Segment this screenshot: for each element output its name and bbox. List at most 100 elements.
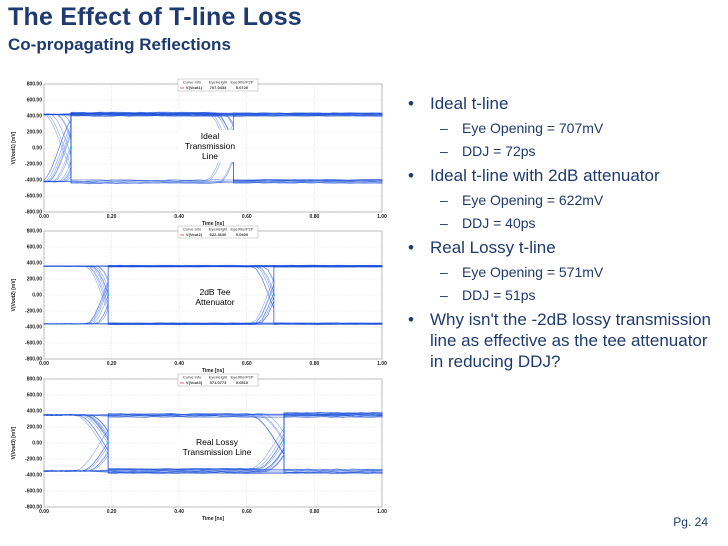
x-tick-label: 0.20 — [107, 214, 117, 220]
legend-header: EyeHeight — [209, 80, 228, 85]
legend-value: 0.0720 — [236, 85, 249, 90]
x-tick-label: 1.00 — [377, 361, 387, 367]
annotation-line: 2dB Tee — [199, 287, 231, 297]
y-tick-label: -600.00 — [25, 489, 42, 495]
legend: Curve Info EyeHeight EyeJitterP2P V(Vout2) 6… — [177, 225, 259, 239]
y-tick-label: 400.00 — [27, 261, 43, 267]
annotation-line: Ideal — [200, 131, 220, 141]
x-tick-label: 0.80 — [310, 361, 320, 367]
legend-header: Curve Info — [183, 80, 202, 85]
bullet-item: Why isn't the -2dB lossy transmission li… — [400, 309, 720, 372]
y-tick-label: 200.00 — [27, 130, 43, 136]
crossing-marker — [282, 441, 286, 445]
y-axis-label: V(Vout3) [mV] — [11, 426, 17, 459]
bullet-item: Ideal t-line — [400, 93, 720, 114]
x-tick-label: 0.00 — [39, 361, 49, 367]
annotation-tee-attenuator: 2dB Tee Attenuator — [190, 286, 240, 308]
bullet-list: Ideal t-line Eye Opening = 707mV DDJ = 7… — [400, 93, 720, 377]
eye-trace — [43, 113, 383, 116]
slide-title: The Effect of T-line Loss — [8, 3, 302, 31]
eye-trace — [43, 266, 383, 325]
eye-diagram-lossy-line: 800.00 600.00 400.00 200.00 0.00 -200.00 -400.… — [10, 373, 392, 523]
annotation-line: Line — [201, 151, 219, 161]
y-tick-label: -800.00 — [25, 505, 42, 511]
legend-header: Curve Info — [183, 375, 202, 380]
eye-trace — [43, 265, 383, 325]
x-tick-label: 0.40 — [174, 509, 184, 515]
y-tick-label: -200.00 — [25, 309, 42, 315]
y-tick-label: -600.00 — [25, 341, 42, 347]
eye-trace — [43, 413, 383, 472]
eye-trace — [43, 414, 383, 471]
eye-trace — [43, 412, 383, 470]
y-tick-label: 800.00 — [27, 82, 43, 88]
eye-trace — [43, 265, 383, 324]
x-tick-label: 1.00 — [377, 214, 387, 220]
eye-traces — [43, 411, 383, 475]
y-tick-label: -400.00 — [25, 325, 42, 331]
y-tick-label: -400.00 — [25, 473, 42, 479]
y-tick-label: 200.00 — [27, 425, 43, 431]
y-tick-label: 600.00 — [27, 393, 43, 399]
annotation-line: Transmission Line — [182, 447, 252, 457]
x-axis-label: Time [ns] — [202, 368, 224, 374]
y-tick-label: 0.00 — [32, 146, 42, 152]
legend-value: V(Vout1) — [186, 85, 203, 90]
y-tick-label: -200.00 — [25, 162, 42, 168]
eye-diagram-svg: 800.00 600.00 400.00 200.00 0.00 -200.00 -400.… — [11, 225, 387, 374]
annotation-line: Attenuator — [195, 297, 235, 307]
legend: Curve Info EyeHeight EyeJitterP2P V(Vout3) 5… — [177, 373, 259, 387]
legend-value: 571.0773 — [210, 380, 227, 385]
legend-box — [177, 78, 259, 92]
eye-diagram-svg: 800.00 600.00 400.00 200.00 0.00 -200.00 -400.… — [11, 373, 387, 522]
sub-bullet-item: DDJ = 51ps — [400, 286, 720, 304]
legend-header: EyeJitterP2P — [230, 227, 253, 232]
legend-value: 622.4630 — [210, 232, 227, 237]
slide-subtitle: Co-propagating Reflections — [8, 35, 231, 54]
y-axis-label: V(Vout1) [mV] — [11, 131, 17, 164]
legend-value: 0.0400 — [236, 232, 249, 237]
x-tick-label: 1.00 — [377, 509, 387, 515]
eye-diagram-tee-attenuator: 800.00 600.00 400.00 200.00 0.00 -200.00 -400.… — [10, 225, 392, 375]
eye-diagram-ideal: 800.00 600.00 400.00 200.00 0.00 -200.00 -400.… — [10, 78, 392, 228]
legend-box — [177, 225, 259, 239]
crossing-marker — [272, 293, 276, 297]
legend-header: EyeHeight — [209, 375, 228, 380]
y-tick-label: -200.00 — [25, 457, 42, 463]
sub-bullet-item: Eye Opening = 707mV — [400, 119, 720, 137]
legend: Curve Info EyeHeight EyeJitterP2P V(Vout1) 7… — [177, 78, 259, 92]
y-tick-label: 800.00 — [27, 229, 43, 235]
annotation-line: Transmission — [184, 141, 236, 151]
legend-value: 0.0510 — [236, 380, 249, 385]
x-tick-label: 0.60 — [242, 214, 252, 220]
legend-header: EyeJitterP2P — [230, 375, 253, 380]
eye-traces — [43, 264, 383, 326]
legend-header: Curve Info — [183, 227, 202, 232]
crossing-marker — [107, 293, 110, 297]
x-tick-label: 0.20 — [107, 361, 117, 367]
y-tick-label: 200.00 — [27, 277, 43, 283]
annotation-lossy-line: Real Lossy Transmission Line — [176, 436, 258, 458]
annotation-line: Real Lossy — [195, 437, 239, 447]
x-tick-label: 0.80 — [310, 509, 320, 515]
crossing-marker — [107, 441, 110, 445]
y-tick-label: 400.00 — [27, 114, 43, 120]
y-tick-label: -800.00 — [25, 210, 42, 216]
sub-bullet-item: DDJ = 72ps — [400, 142, 720, 160]
eye-trace — [43, 112, 383, 183]
y-tick-label: -600.00 — [25, 194, 42, 200]
y-tick-label: -400.00 — [25, 178, 42, 184]
bullet-item: Real Lossy t-line — [400, 237, 720, 258]
y-tick-label: -800.00 — [25, 357, 42, 363]
y-tick-label: 0.00 — [32, 441, 42, 447]
sub-bullet-item: Eye Opening = 571mV — [400, 263, 720, 281]
x-axis-label: Time [ns] — [202, 516, 224, 522]
legend-value: V(Vout3) — [186, 380, 203, 385]
y-tick-label: 400.00 — [27, 409, 43, 415]
x-tick-label: 0.80 — [310, 214, 320, 220]
eye-traces — [43, 111, 383, 185]
y-axis-label: V(Vout2) [mV] — [11, 278, 17, 311]
x-tick-label: 0.60 — [242, 361, 252, 367]
x-tick-label: 0.40 — [174, 214, 184, 220]
legend-value: V(Vout2) — [186, 232, 203, 237]
